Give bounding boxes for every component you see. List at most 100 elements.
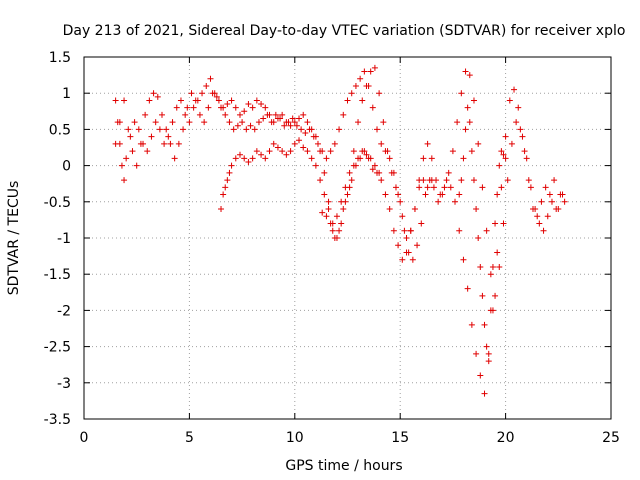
data-point [277,115,284,122]
data-point [359,97,366,104]
data-point [399,213,406,220]
data-point [262,155,269,162]
data-point [502,133,509,140]
data-point [239,119,246,126]
data-point [390,227,397,234]
data-point [232,155,239,162]
data-point [249,155,256,162]
data-point [462,68,469,75]
data-point [508,140,515,147]
data-point [165,133,172,140]
data-point [464,104,471,111]
data-point [331,140,338,147]
x-tick-labels: 0 5 10 15 20 25 [80,430,620,446]
data-point [121,97,128,104]
x-tick-label: 15 [391,430,409,446]
data-point [317,177,324,184]
data-point [420,177,427,184]
data-point [287,148,294,155]
data-point [365,82,372,89]
data-point [245,101,252,108]
data-point [218,206,225,213]
data-point [390,169,397,176]
y-tick-label: -1.5 [44,267,71,283]
data-point [209,90,216,97]
data-point [171,155,178,162]
data-point [291,140,298,147]
data-point [515,104,522,111]
data-point [401,227,408,234]
data-point [344,191,351,198]
data-point [131,119,138,126]
y-tick-label: 0.5 [49,122,71,138]
x-tick-label: 0 [80,430,89,446]
data-point [154,93,161,100]
data-point [331,235,338,241]
data-point [264,111,271,118]
data-point [513,119,520,126]
data-point [129,148,136,155]
data-point [481,390,488,397]
data-point [133,162,140,169]
data-point [340,111,347,118]
data-point [298,126,305,133]
data-point [224,177,231,184]
data-point [481,321,488,328]
data-point [458,90,465,97]
data-point [112,140,119,147]
data-point [424,140,431,147]
data-point [443,177,450,184]
y-tick-label: -0.5 [44,195,71,211]
data-point [561,198,568,205]
data-point [186,119,193,126]
data-point [167,140,174,147]
data-point [321,191,328,198]
data-point [333,213,340,220]
data-point [479,184,486,191]
data-point [460,155,467,162]
data-point [498,148,505,155]
data-point [420,155,427,162]
data-point [374,126,381,133]
x-tick-label: 5 [185,430,194,446]
data-point [475,140,482,147]
y-tick-label: 1 [62,86,71,102]
data-point [236,151,243,158]
y-tick-label: -1 [57,231,71,247]
data-point [199,90,206,97]
data-point [371,162,378,169]
data-point [527,184,534,191]
data-point [454,119,461,126]
data-point [323,213,330,220]
data-point [321,169,328,176]
data-point [352,82,359,89]
data-point [340,206,347,213]
data-point [236,111,243,118]
data-point [287,122,294,129]
data-point [441,184,448,191]
data-point [348,90,355,97]
data-point [283,151,290,158]
data-point [308,155,315,162]
data-point [344,97,351,104]
data-point [428,155,435,162]
data-point [369,166,376,173]
data-point [376,90,383,97]
data-point [266,148,273,155]
data-point [338,220,345,227]
data-point [253,148,260,155]
data-point [475,235,482,241]
data-point [234,122,241,129]
data-point [201,119,208,126]
data-point [382,148,389,155]
data-point [146,97,153,104]
data-point [247,122,254,129]
data-point [127,133,134,140]
data-point [215,97,222,104]
data-point [500,151,507,158]
data-point [458,177,465,184]
data-point [559,191,566,198]
data-point [279,148,286,155]
data-point [203,82,210,89]
